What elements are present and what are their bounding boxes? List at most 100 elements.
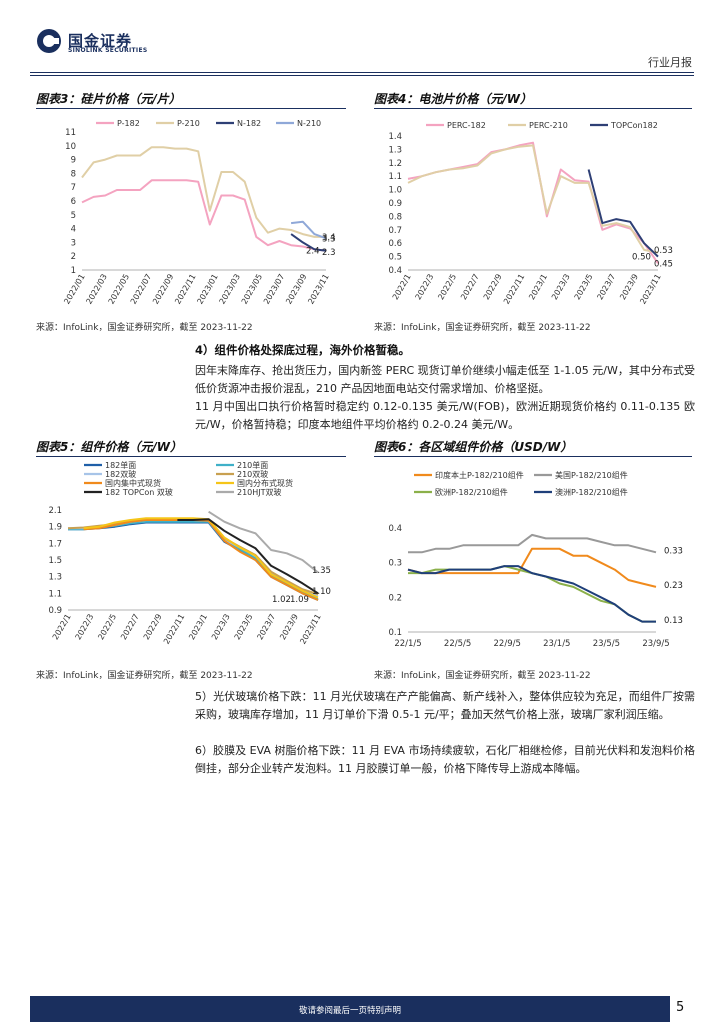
wafer-xtick-7: 2023/03 [218, 273, 242, 306]
region-series-3 [408, 566, 656, 622]
wafer-xtick-4: 2022/09 [151, 273, 175, 306]
wafer-legend-label-1: P-210 [177, 119, 200, 128]
fig4-source: 来源：InfoLink，国金证券研究所，截至 2023-11-22 [374, 320, 591, 333]
cell-ytick-10: 1.4 [388, 132, 402, 142]
header-rule-secondary [30, 75, 694, 76]
region-legend-label-3: 澳洲P-182/210组件 [555, 487, 628, 497]
cell-xtick-10: 2023/9 [618, 273, 640, 302]
module-series-2 [68, 520, 318, 596]
region-ytick-1: 0.2 [388, 593, 402, 603]
wafer-xtick-6: 2023/01 [195, 273, 219, 306]
wafer-series-1 [82, 147, 326, 237]
module-xtick-2: 2022/5 [96, 613, 118, 642]
company-name-en: SINOLINK SECURITIES [68, 47, 147, 54]
module-annotation-3: 1.09 [290, 595, 309, 605]
section4-paragraph-1: 因年末降库存、抢出货压力，国内新签 PERC 现货订单价继续小幅走低至 1-1.… [195, 362, 695, 398]
wafer-ytick-2: 3 [71, 238, 76, 248]
module-ytick-0: 0.9 [48, 606, 62, 616]
cell-xtick-6: 2023/1 [527, 273, 549, 302]
fig5-module-price-chart: 0.9 1.1 1.3 1.5 1.7 1.9 2.1 2022/1 2022/3 2022/5 2… [36, 460, 346, 662]
wafer-ytick-3: 4 [71, 225, 76, 235]
region-annotation-2: 0.13 [664, 616, 683, 626]
wafer-xtick-8: 2023/05 [240, 273, 264, 306]
section4-paragraph-2: 11 月中国出口执行价格暂时稳定约 0.12-0.135 美元/W(FOB)，欧… [195, 398, 695, 434]
cell-svg: 0.40.50.60.70.80.91.01.11.21.31.42022/1 2… [374, 112, 692, 312]
region-series-0 [408, 549, 656, 587]
module-xtick-3: 2022/7 [119, 613, 141, 642]
module-ytick-1: 1.1 [48, 589, 62, 599]
wafer-ytick-0: 1 [71, 266, 76, 276]
region-annotation-1: 0.23 [664, 581, 683, 591]
module-legend-label-7: 210HJT双玻 [237, 487, 282, 497]
module-legend-label-2: 182双玻 [105, 469, 136, 479]
cell-legend-label-0: PERC-182 [447, 121, 486, 130]
section5-paragraph: 5）光伏玻璃价格下跌：11 月光伏玻璃在产产能偏高、新产线补入，整体供应较为充足… [195, 688, 695, 724]
fig5-title-rule [36, 456, 346, 457]
region-ytick-3: 0.4 [388, 524, 402, 534]
module-series-1 [68, 522, 318, 600]
module-xtick-0: 2022/1 [51, 613, 73, 642]
wafer-ytick-4: 5 [71, 211, 76, 221]
cell-ytick-0: 0.4 [388, 266, 402, 276]
cell-ytick-4: 0.8 [388, 212, 402, 222]
wafer-annotation-2: 2.4 [306, 247, 320, 257]
region-legend-label-2: 欧洲P-182/210组件 [435, 487, 508, 497]
fig5-source: 来源：InfoLink，国金证券研究所，截至 2023-11-22 [36, 668, 253, 681]
module-annotation-0: 1.35 [312, 566, 331, 576]
fig4-title: 图表4：电池片价格（元/W） [374, 90, 532, 107]
module-ytick-4: 1.7 [48, 539, 62, 549]
footer-bar: 敬请参阅最后一页特别声明 [30, 996, 670, 1022]
fig5-title: 图表5：组件价格（元/W） [36, 438, 182, 455]
sinolink-logo-icon [36, 28, 62, 54]
region-xtick-2: 22/9/5 [494, 639, 521, 649]
region-ytick-0: 0.1 [388, 628, 402, 638]
cell-ytick-9: 1.3 [388, 145, 402, 155]
page-header: 国金证券 SINOLINK SECURITIES 行业月报 [0, 0, 724, 70]
module-legend-label-3: 210双玻 [237, 469, 268, 479]
cell-xtick-4: 2022/9 [482, 273, 504, 302]
wafer-series-0 [82, 180, 326, 250]
wafer-annotation-3: 2.3 [322, 248, 336, 258]
region-xtick-0: 22/1/5 [394, 639, 421, 649]
fig6-source: 来源：InfoLink，国金证券研究所，截至 2023-11-22 [374, 668, 591, 681]
wafer-legend-label-2: N-182 [237, 119, 261, 128]
fig4-cell-price-chart: 0.4 0.5 0.6 0.7 0.8 0.9 1.0 1.1 1.2 1.3 1.4 2022/1 2… [374, 112, 692, 312]
wafer-xtick-0: 2022/01 [62, 273, 86, 306]
region-legend-label-0: 印度本土P-182/210组件 [435, 470, 524, 480]
module-ytick-2: 1.3 [48, 573, 62, 583]
module-series-5 [84, 518, 318, 597]
module-legend-label-6: 182 TOPCon 双玻 [105, 487, 173, 497]
wafer-xtick-9: 2023/07 [262, 273, 286, 306]
fig4-title-rule [374, 108, 692, 109]
wafer-xtick-1: 2022/03 [85, 273, 109, 306]
cell-xtick-11: 2023/11 [638, 273, 662, 306]
module-xtick-10: 2023/9 [278, 613, 300, 642]
wafer-ytick-8: 9 [71, 156, 76, 166]
wafer-xtick-2: 2022/05 [107, 273, 131, 306]
page-number: 5 [676, 1000, 684, 1015]
region-ytick-2: 0.3 [388, 559, 402, 569]
region-xtick-1: 22/5/5 [444, 639, 471, 649]
wafer-ytick-1: 2 [71, 252, 76, 262]
cell-xtick-1: 2022/3 [414, 273, 436, 302]
region-annotation-0: 0.33 [664, 547, 683, 557]
module-annotation-1: 1.10 [312, 587, 331, 597]
wafer-ytick-10: 11 [65, 128, 76, 138]
region-xtick-3: 23/1/5 [543, 639, 570, 649]
wafer-legend-label-0: P-182 [117, 119, 140, 128]
fig3-source: 来源：InfoLink，国金证券研究所，截至 2023-11-22 [36, 320, 253, 333]
region-svg: 0.1 0.2 0.3 0.4 22/1/5 22/5/5 22/9/5 23/1/5 23/5… [374, 460, 692, 662]
cell-legend-label-2: TOPCon182 [610, 121, 658, 130]
module-legend-label-0: 182单面 [105, 460, 136, 470]
cell-xtick-5: 2022/11 [502, 273, 526, 306]
cell-xtick-7: 2023/3 [550, 273, 572, 302]
cell-series-1 [408, 145, 658, 252]
wafer-xtick-11: 2023/11 [306, 273, 330, 306]
cell-annotation-2: 0.45 [654, 259, 673, 269]
region-xtick-4: 23/5/5 [593, 639, 620, 649]
fig3-wafer-price-chart: 1 2 3 4 5 6 7 8 9 10 11 2022/01 2022/03 2022/05 2022/0… [36, 112, 346, 312]
module-xtick-8: 2023/5 [233, 613, 255, 642]
module-ytick-3: 1.5 [48, 556, 62, 566]
wafer-ytick-9: 10 [65, 142, 76, 152]
